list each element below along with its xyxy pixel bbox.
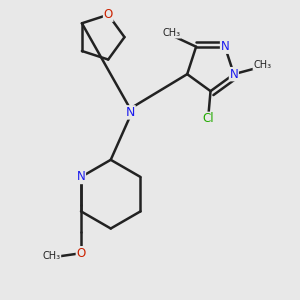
Text: O: O bbox=[103, 8, 113, 21]
Text: N: N bbox=[126, 106, 135, 119]
Text: Cl: Cl bbox=[202, 112, 214, 125]
Text: N: N bbox=[76, 170, 85, 184]
Text: N: N bbox=[220, 40, 229, 53]
Text: N: N bbox=[230, 68, 238, 81]
Text: CH₃: CH₃ bbox=[43, 251, 61, 262]
Text: CH₃: CH₃ bbox=[162, 28, 181, 38]
Text: CH₃: CH₃ bbox=[253, 60, 272, 70]
Text: O: O bbox=[76, 247, 85, 260]
